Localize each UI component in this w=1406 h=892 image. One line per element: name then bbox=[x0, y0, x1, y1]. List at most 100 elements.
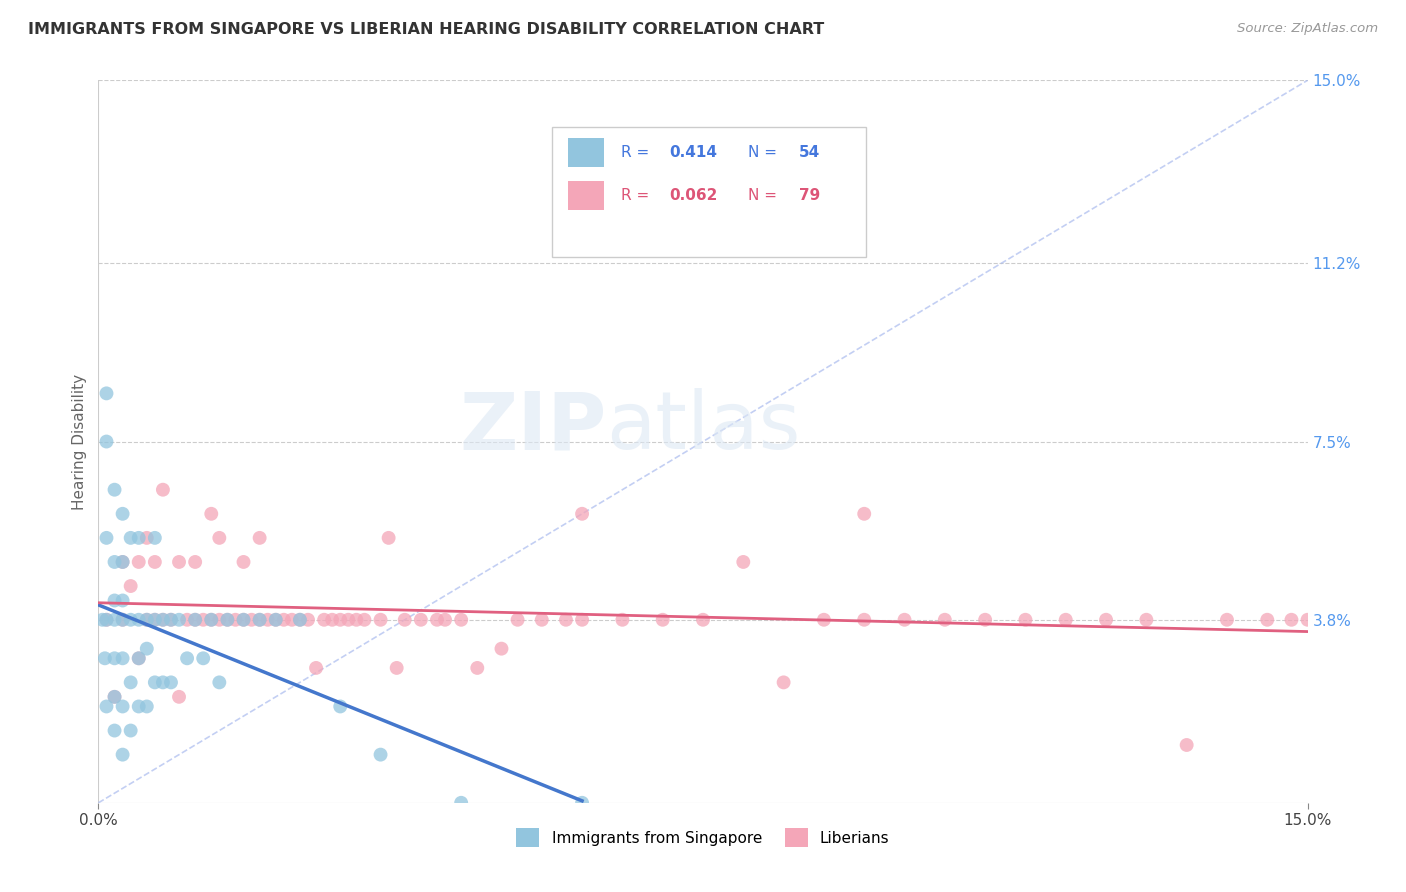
Point bbox=[103, 593, 125, 607]
Point bbox=[651, 613, 673, 627]
Point bbox=[385, 661, 408, 675]
Point bbox=[111, 613, 134, 627]
Point bbox=[530, 613, 553, 627]
Point bbox=[974, 613, 997, 627]
Point bbox=[176, 651, 198, 665]
Point bbox=[120, 675, 142, 690]
Point bbox=[120, 723, 142, 738]
Point bbox=[409, 613, 432, 627]
Point bbox=[111, 555, 134, 569]
Point bbox=[176, 613, 198, 627]
Point bbox=[772, 675, 794, 690]
Point bbox=[91, 613, 114, 627]
Point bbox=[249, 613, 271, 627]
Point bbox=[571, 796, 593, 810]
Point bbox=[167, 555, 190, 569]
Point bbox=[273, 613, 295, 627]
Point bbox=[120, 531, 142, 545]
Point bbox=[264, 613, 287, 627]
Text: Source: ZipAtlas.com: Source: ZipAtlas.com bbox=[1237, 22, 1378, 36]
Point bbox=[1175, 738, 1198, 752]
Point bbox=[692, 613, 714, 627]
Point bbox=[370, 747, 392, 762]
Point bbox=[329, 699, 352, 714]
Point bbox=[152, 675, 174, 690]
Point bbox=[465, 661, 488, 675]
Point bbox=[103, 690, 125, 704]
Text: 0.062: 0.062 bbox=[669, 188, 717, 203]
Point bbox=[96, 531, 118, 545]
Point bbox=[217, 613, 239, 627]
Point bbox=[111, 593, 134, 607]
Point bbox=[111, 747, 134, 762]
Point bbox=[1256, 613, 1278, 627]
Point bbox=[1095, 613, 1118, 627]
Point bbox=[1135, 613, 1157, 627]
Point bbox=[491, 641, 513, 656]
Point bbox=[1054, 613, 1077, 627]
Point bbox=[143, 613, 166, 627]
Text: R =: R = bbox=[621, 145, 654, 160]
Point bbox=[344, 613, 367, 627]
Y-axis label: Hearing Disability: Hearing Disability bbox=[72, 374, 87, 509]
Point bbox=[329, 613, 352, 627]
Point bbox=[249, 613, 271, 627]
Text: atlas: atlas bbox=[606, 388, 800, 467]
Point bbox=[94, 651, 117, 665]
Point bbox=[167, 690, 190, 704]
Point bbox=[1281, 613, 1303, 627]
Point bbox=[160, 675, 183, 690]
Point bbox=[96, 386, 118, 401]
Point bbox=[733, 555, 755, 569]
Point bbox=[111, 613, 134, 627]
Point bbox=[240, 613, 263, 627]
Point bbox=[434, 613, 457, 627]
Point bbox=[143, 555, 166, 569]
Point bbox=[377, 531, 399, 545]
Point bbox=[337, 613, 360, 627]
Point bbox=[353, 613, 375, 627]
Point bbox=[208, 675, 231, 690]
Point bbox=[232, 613, 254, 627]
Text: IMMIGRANTS FROM SINGAPORE VS LIBERIAN HEARING DISABILITY CORRELATION CHART: IMMIGRANTS FROM SINGAPORE VS LIBERIAN HE… bbox=[28, 22, 824, 37]
Point bbox=[264, 613, 287, 627]
Point bbox=[1296, 613, 1319, 627]
Point bbox=[103, 651, 125, 665]
Point bbox=[853, 507, 876, 521]
Point bbox=[571, 613, 593, 627]
Point bbox=[103, 690, 125, 704]
Text: 54: 54 bbox=[799, 145, 820, 160]
Point bbox=[128, 613, 150, 627]
Point bbox=[314, 613, 336, 627]
Point bbox=[128, 555, 150, 569]
Point bbox=[103, 483, 125, 497]
Point bbox=[152, 613, 174, 627]
Point bbox=[853, 613, 876, 627]
Point bbox=[1014, 613, 1036, 627]
Point bbox=[426, 613, 449, 627]
Point bbox=[281, 613, 304, 627]
Point bbox=[224, 613, 246, 627]
Point bbox=[370, 613, 392, 627]
Point bbox=[120, 613, 142, 627]
Point bbox=[1216, 613, 1239, 627]
Point bbox=[200, 613, 222, 627]
Point bbox=[143, 613, 166, 627]
Text: N =: N = bbox=[748, 188, 782, 203]
Point bbox=[96, 434, 118, 449]
Point bbox=[143, 675, 166, 690]
Point bbox=[249, 531, 271, 545]
Text: 79: 79 bbox=[799, 188, 820, 203]
Point bbox=[111, 651, 134, 665]
Point bbox=[193, 613, 215, 627]
Point bbox=[555, 613, 578, 627]
Point bbox=[813, 613, 835, 627]
Point bbox=[96, 613, 118, 627]
Point bbox=[96, 613, 118, 627]
Point bbox=[103, 555, 125, 569]
Point bbox=[184, 613, 207, 627]
Point bbox=[893, 613, 915, 627]
Text: N =: N = bbox=[748, 145, 782, 160]
Point bbox=[111, 507, 134, 521]
Point bbox=[450, 796, 472, 810]
